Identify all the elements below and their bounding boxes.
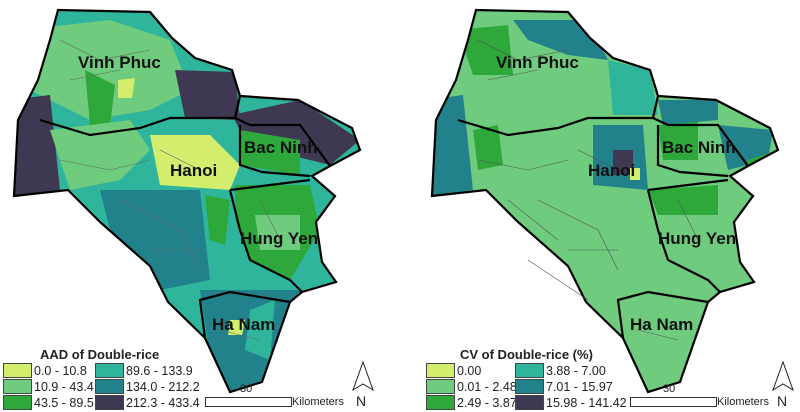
region-label: Bac Ninh — [662, 138, 736, 157]
legend-item: 7.01 - 15.97 — [515, 379, 613, 394]
legend-label: 89.6 - 133.9 — [126, 363, 193, 378]
legend-item: 0.01 - 2.48 — [426, 379, 517, 394]
legend-item: 134.0 - 212.2 — [95, 379, 200, 394]
region-label: Hung Yen — [240, 229, 318, 248]
scale-unit: Kilometers — [717, 396, 769, 408]
legend-label: 2.49 - 3.87 — [457, 395, 517, 410]
legend-label: 10.9 - 43.4 — [34, 379, 94, 394]
legend-title: AAD of Double-rice — [40, 347, 160, 362]
legend-label: 3.88 - 7.00 — [546, 363, 606, 378]
region-label: Vinh Phuc — [496, 53, 579, 72]
scale-value: 30 — [663, 383, 676, 395]
north-label: N — [777, 393, 788, 409]
scale-bar — [205, 397, 292, 407]
legend-item: 43.5 - 89.5 — [3, 395, 94, 410]
legend-label: 212.3 - 433.4 — [126, 395, 200, 410]
region-label: Bac Ninh — [244, 138, 318, 157]
region-label: Hanoi — [170, 161, 217, 180]
legend-label: 7.01 - 15.97 — [546, 379, 613, 394]
region-label: Hung Yen — [658, 229, 736, 248]
cv-map — [432, 10, 778, 392]
legend-item: 10.9 - 43.4 — [3, 379, 94, 394]
region-label: Hanoi — [588, 161, 635, 180]
scale-value: 30 — [240, 383, 253, 395]
region-label: Ha Nam — [630, 315, 693, 334]
north-arrow-icon — [352, 360, 374, 392]
legend-item: 15.98 - 141.42 — [515, 395, 627, 410]
legend-item: 0.00 — [426, 363, 481, 378]
legend-item: 212.3 - 433.4 — [95, 395, 200, 410]
legend-item: 3.88 - 7.00 — [515, 363, 606, 378]
scale-bar — [630, 397, 717, 407]
north-arrow-icon — [772, 360, 794, 392]
region-label: Vinh Phuc — [78, 53, 161, 72]
region-label: Ha Nam — [212, 315, 275, 334]
legend-title: CV of Double-rice (%) — [460, 347, 593, 362]
legend-item: 2.49 - 3.87 — [426, 395, 517, 410]
legend-item: 89.6 - 133.9 — [95, 363, 193, 378]
legend-item: 0.0 - 10.8 — [3, 363, 87, 378]
legend-label: 0.0 - 10.8 — [34, 363, 87, 378]
legend-label: 43.5 - 89.5 — [34, 395, 94, 410]
scale-unit: Kilometers — [292, 396, 344, 408]
legend-label: 15.98 - 141.42 — [546, 395, 627, 410]
legend-label: 0.00 — [457, 363, 482, 378]
legend-label: 0.01 - 2.48 — [457, 379, 517, 394]
legend-label: 134.0 - 212.2 — [126, 379, 200, 394]
north-label: N — [356, 393, 367, 409]
